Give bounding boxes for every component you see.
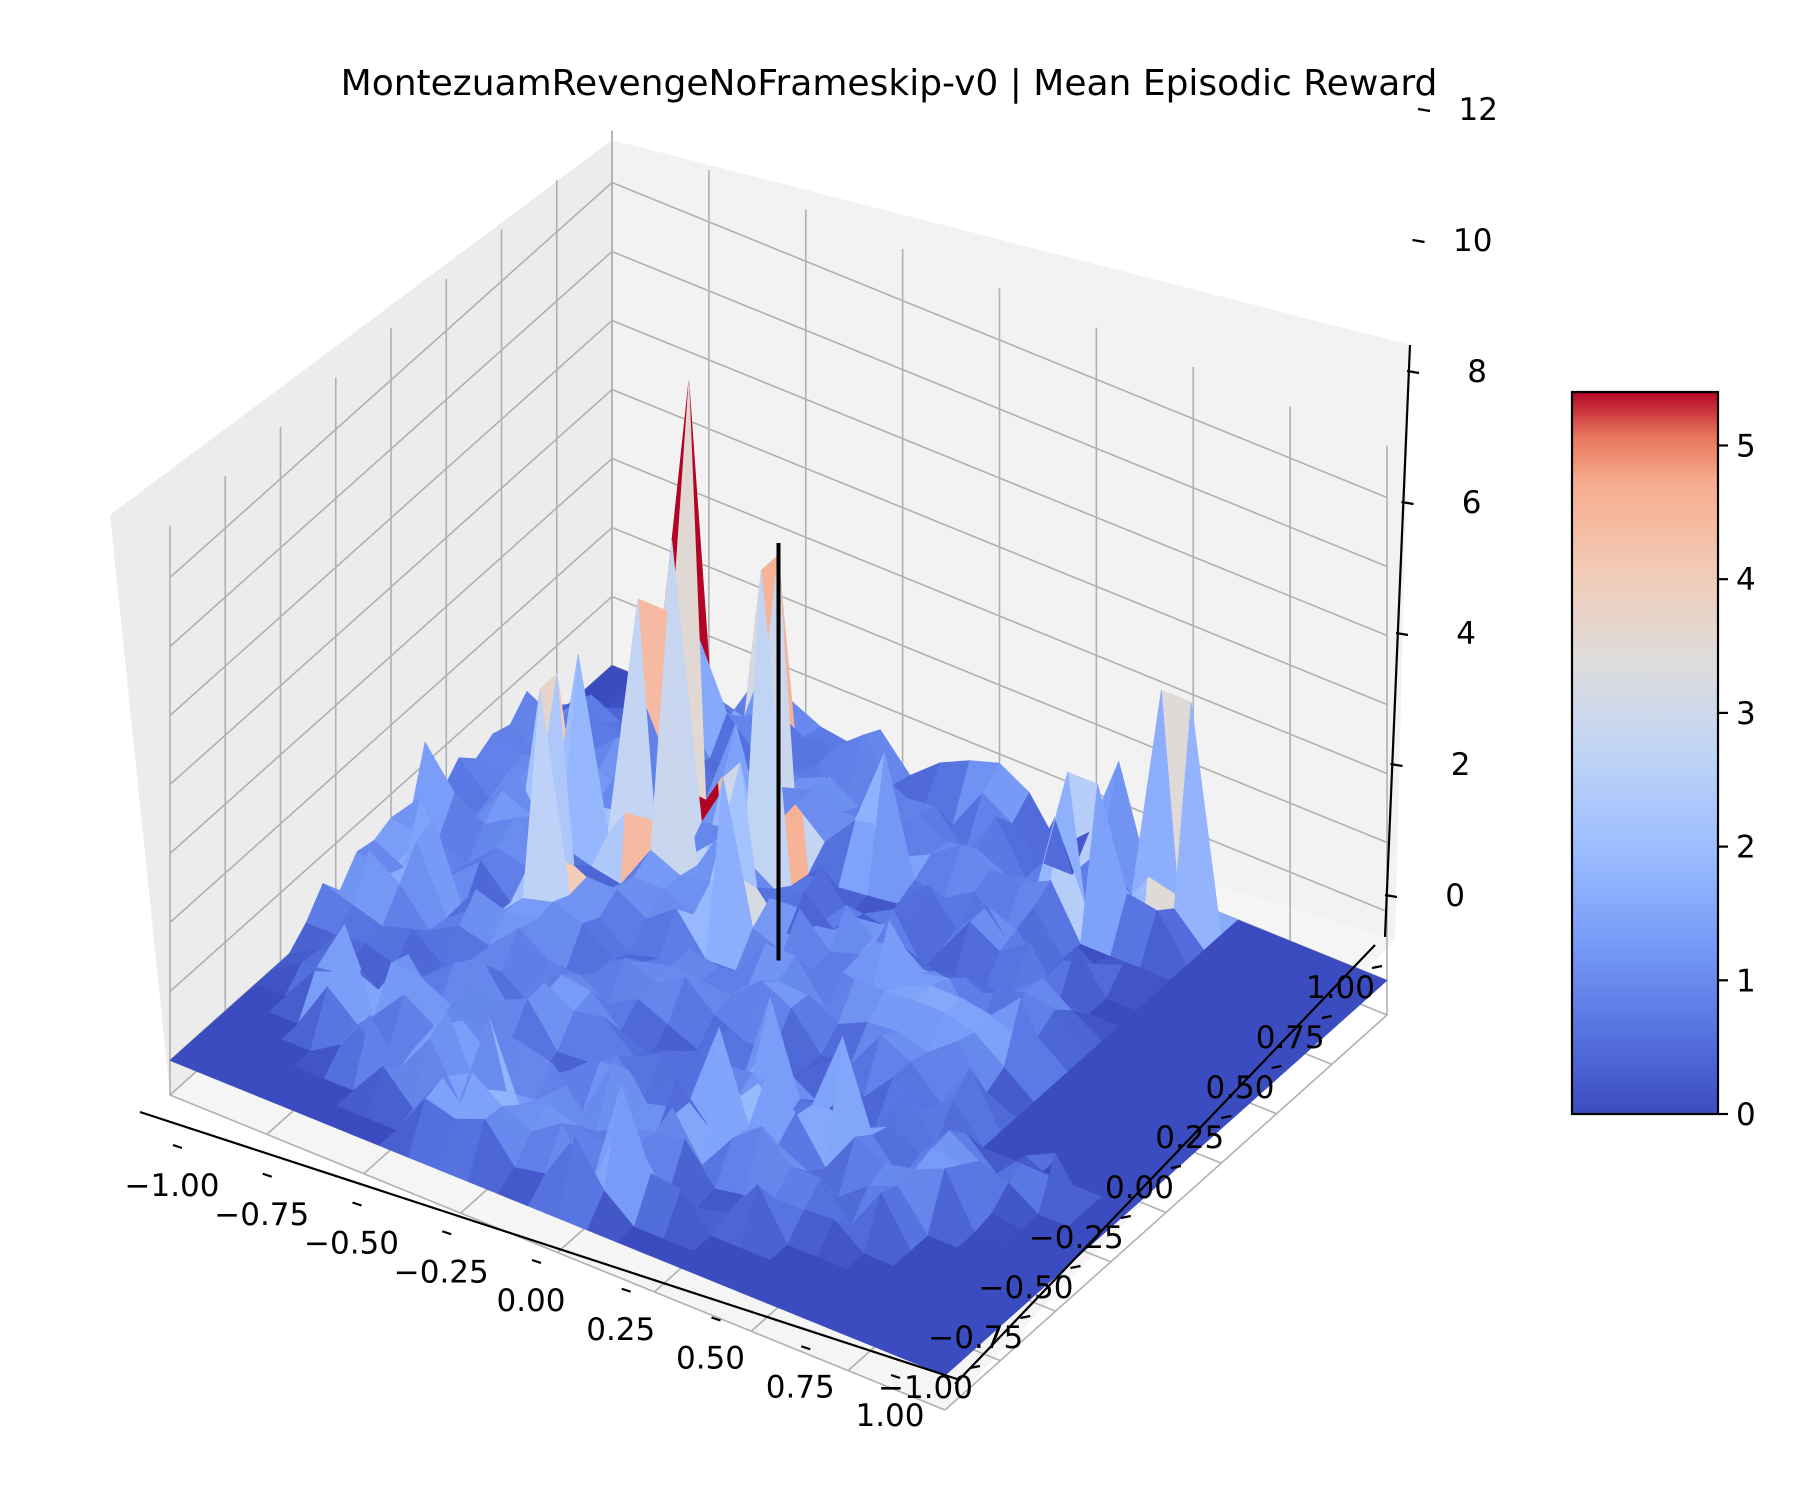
z-tick-label: 8: [1467, 354, 1487, 390]
colorbar-tick-label: 5: [1736, 428, 1756, 464]
colorbar-tick-label: 3: [1736, 696, 1756, 732]
z-tick-label: 4: [1456, 616, 1476, 652]
colorbar: 0 1 2 3 4 5: [1570, 390, 1756, 1133]
y-tick-mark: [1371, 964, 1383, 970]
x-tick-label: 0.25: [586, 1312, 655, 1348]
surface-patch: [497, 1167, 546, 1207]
x-tick-mark: [441, 1230, 452, 1236]
x-tick-mark: [352, 1201, 362, 1207]
x-tick-label: 0.00: [496, 1283, 565, 1319]
y-ticks: −1.00 −0.75 −0.50 −0.25 0.00 0.25 0.50 0.75 1.00: [878, 964, 1383, 1406]
z-ticks: 02468101214: [1384, 92, 1498, 914]
x-tick-label: −0.25: [394, 1254, 489, 1290]
x-tick-label: 1.00: [855, 1398, 924, 1434]
x-tick-mark: [621, 1287, 632, 1293]
colorbar-tick-label: 2: [1736, 830, 1756, 866]
z-tick-mark: [1406, 369, 1420, 375]
grid-line-z: [169, 526, 1388, 924]
y-tick-mark: [969, 1364, 981, 1370]
y-tick-label: −0.50: [979, 1270, 1074, 1306]
x-tick-label: −0.75: [214, 1197, 309, 1233]
grid-line-z: [169, 250, 1388, 648]
z-tick-mark: [1395, 631, 1409, 637]
x-tick-mark: [531, 1258, 542, 1265]
z-tick-label: 6: [1462, 485, 1482, 521]
surface-patch: [595, 957, 643, 973]
colorbar-tick-label: 0: [1736, 1097, 1756, 1133]
y-tick-label: −0.25: [1029, 1220, 1124, 1256]
chart-title: MontezuamRevengeNoFrameskip-v0 | Mean Ep…: [341, 63, 1438, 104]
surface: [169, 380, 1388, 1376]
x-tick-mark: [711, 1316, 721, 1322]
y-tick-mark: [1120, 1214, 1131, 1220]
surface-patch: [1046, 946, 1095, 975]
surface-patch: [876, 1076, 924, 1125]
surface-patch: [386, 993, 435, 1057]
surface-patch: [778, 1112, 826, 1172]
x-tick-mark: [890, 1373, 901, 1380]
y-tick-mark: [1070, 1264, 1081, 1270]
surface-patch: [845, 734, 894, 803]
surface-patch: [701, 1027, 750, 1166]
x-tick-label: 0.50: [676, 1341, 745, 1377]
y-tick-mark: [1221, 1114, 1232, 1120]
x-ticks: −1.00−0.75−0.50−0.250.00 0.25 0.50 0.75 1.00: [125, 1143, 925, 1434]
y-tick-mark: [1170, 1164, 1182, 1170]
z-tick-label: 0: [1445, 878, 1465, 914]
y-tick-mark: [1321, 1014, 1332, 1020]
y-axis-line: [954, 944, 1376, 1385]
colorbar-gradient: [1570, 390, 1720, 1116]
surface-patch: [940, 1040, 988, 1104]
grid-line-z: [169, 181, 1388, 579]
y-tick-label: 0.50: [1205, 1070, 1274, 1106]
z-tick-mark: [1412, 238, 1425, 244]
z-tick-label: 12: [1459, 92, 1498, 128]
y-tick-label: 1.00: [1306, 970, 1375, 1006]
x-axis-line: [139, 1110, 961, 1382]
surface-patch: [654, 1107, 703, 1165]
x-tick-label: −1.00: [125, 1168, 220, 1204]
y-tick-label: −0.75: [928, 1320, 1023, 1356]
surface-patch: [425, 958, 473, 977]
z-axis-line: [1383, 344, 1412, 938]
x-tick-mark: [262, 1172, 273, 1178]
x-tick-label: −0.50: [304, 1226, 399, 1262]
colorbar-tick-label: 4: [1736, 562, 1756, 598]
z-tick-mark: [1390, 762, 1403, 768]
z-tick-mark: [1401, 500, 1414, 506]
z-tick-mark: [1384, 893, 1398, 899]
grid-line-z: [169, 388, 1388, 786]
surface-patch: [850, 1021, 898, 1064]
colorbar-tick-label: 1: [1736, 963, 1756, 999]
left-pane: [110, 140, 612, 1095]
colorbar-ticks: 0 1 2 3 4 5: [1718, 428, 1756, 1133]
y-tick-label: 0.25: [1155, 1120, 1224, 1156]
y-tick-mark: [1271, 1064, 1282, 1070]
axes: [139, 344, 1412, 1385]
grid-line-z: [169, 319, 1388, 717]
x-tick-mark: [172, 1143, 183, 1150]
z-tick-label: 2: [1451, 747, 1471, 783]
surface-patch: [956, 891, 1005, 936]
x-tick-mark: [800, 1345, 811, 1351]
grid-line-z: [169, 457, 1388, 855]
surface-patch: [995, 1155, 1043, 1174]
y-tick-mark: [1020, 1314, 1031, 1320]
y-tick-label: −1.00: [878, 1370, 973, 1406]
surface-patch: [1024, 816, 1073, 878]
y-tick-label: 0.00: [1105, 1170, 1174, 1206]
surface-patch: [348, 1117, 397, 1146]
z-tick-mark: [1417, 107, 1431, 113]
z-tick-label: 10: [1453, 223, 1492, 259]
y-tick-label: 0.75: [1256, 1020, 1325, 1056]
surface-patch: [535, 1063, 584, 1112]
surface-patch: [412, 1038, 460, 1110]
x-tick-label: 0.75: [766, 1369, 835, 1405]
